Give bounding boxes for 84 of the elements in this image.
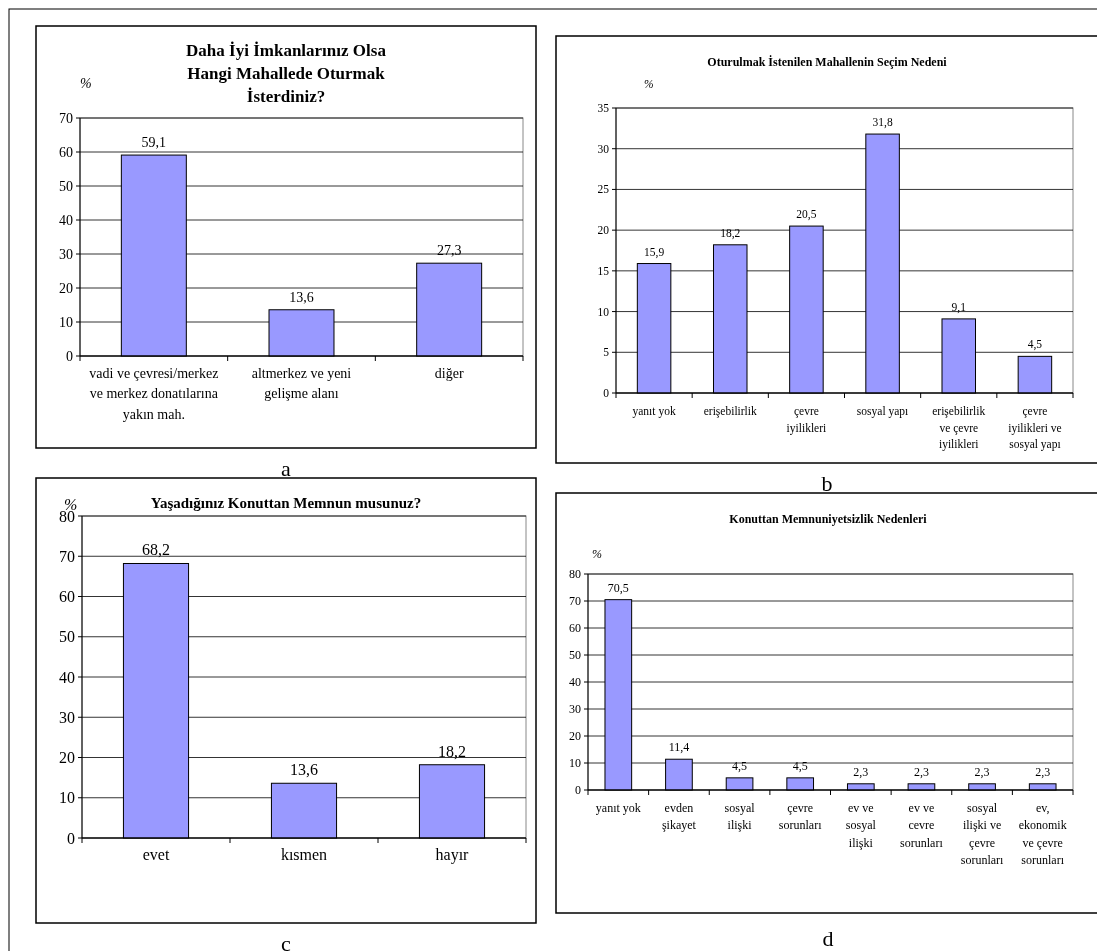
x-tick-label: sosyal yapı [856,405,909,418]
data-label: 2,3 [913,764,929,779]
data-label: 11,4 [668,740,690,755]
x-tick-label: çevre iyilikleri [786,405,827,435]
y-tick-label: 50 [59,628,75,646]
x-tick-label: evet [142,846,170,863]
chart-title: Konuttan Memnuniyetsizlik Nedenleri [729,512,928,526]
data-label: 4,5 [732,758,748,773]
y-tick-label: 30 [59,246,73,262]
y-tick-label: 30 [597,142,610,155]
data-label: 2,3 [1035,764,1051,779]
chart-title: Oturulmak İstenilen Mahallenin Seçim Nedeni [707,55,948,69]
chart-title: Yaşadığınız Konuttan Memnun musunuz? [150,495,422,511]
data-label: 18,2 [438,742,466,760]
data-label: 70,5 [607,580,629,595]
data-label: 59,1 [141,135,167,151]
y-tick-label: 5 [603,346,610,359]
y-tick-label: 70 [59,110,73,126]
data-label: 4,5 [792,758,808,773]
y-tick-label: 0 [575,783,581,798]
x-tick-label: altmerkez ve yeni gelişme alanı [251,366,352,402]
data-label: 4,5 [1027,338,1043,352]
y-tick-label: 60 [59,144,73,160]
data-label: 2,3 [974,764,990,779]
text: b [821,470,833,496]
y-tick-label: 10 [59,789,75,807]
data-label: 18,2 [720,226,741,240]
y-tick-label: 40 [59,668,75,686]
x-tick-label: yanıt yok [595,801,641,815]
y-tick-label: 60 [59,588,75,606]
x-tick-label: ev ve cevre sorunları [900,801,944,850]
y-tick-label: 70 [59,547,75,565]
y-tick-label: 10 [597,305,610,318]
y-tick-label: 50 [569,648,581,663]
y-tick-label: 35 [597,102,610,115]
data-label: 2,3 [853,764,869,779]
text: d [822,925,834,951]
x-tick-label: erişebilirlik [703,405,758,418]
y-tick-label: 20 [59,749,75,767]
y-axis-title: % [80,76,92,91]
y-tick-label: 20 [59,280,73,296]
x-tick-label: sosyal ilişki [724,801,756,833]
data-label: 13,6 [289,289,314,305]
y-tick-label: 50 [59,178,73,194]
text: c [281,930,292,951]
y-tick-label: 80 [569,567,581,582]
data-label: 9,1 [951,300,967,314]
y-tick-label: 15 [597,264,610,277]
y-tick-label: 0 [603,387,610,400]
x-tick-label: sosyal ilişki ve çevre sorunları [960,801,1005,868]
chart-title: Daha İyi İmkanlarınız Olsa Hangi Mahallede Oturmak İsterdiniz? [186,41,387,106]
data-label: 31,8 [872,116,893,130]
x-tick-label: erişebilirlik ve çevre iyilikleri [932,405,986,452]
x-tick-label: ev, ekonomik ve çevre sorunları [1018,801,1067,868]
y-axis-title: % [644,78,654,90]
y-tick-label: 60 [569,621,581,636]
y-tick-label: 70 [569,594,581,609]
y-tick-label: 10 [59,314,73,330]
y-axis-title: % [592,547,602,561]
data-label: 15,9 [644,245,665,259]
x-tick-label: vadi ve çevresi/merkez ve merkez donatılarına yakın mah. [89,366,219,422]
x-tick-label: kısmen [280,846,328,863]
y-tick-label: 20 [597,224,610,237]
x-tick-label: diğer [434,366,464,381]
y-tick-label: 20 [569,729,581,744]
y-tick-label: 30 [59,708,75,726]
y-tick-label: 0 [66,348,73,364]
x-tick-label: çevre iyilikleri ve sosyal yapı [1008,405,1062,452]
data-label: 27,3 [436,243,462,259]
x-tick-label: çevre sorunları [778,801,823,833]
data-label: 68,2 [142,541,170,559]
x-tick-label: evden şikayet [661,801,697,833]
y-tick-label: 10 [569,756,581,771]
data-label: 13,6 [290,761,318,779]
y-tick-label: 40 [59,212,73,228]
y-tick-label: 25 [597,183,610,196]
y-tick-label: 30 [569,702,581,717]
x-tick-label: hayır [435,846,470,864]
y-tick-label: 0 [67,829,75,847]
x-tick-label: ev ve sosyal ilişki [845,801,877,850]
data-label: 20,5 [796,208,817,222]
text: a [281,455,292,481]
y-tick-label: 40 [569,675,581,690]
x-tick-label: yanıt yok [632,405,676,418]
